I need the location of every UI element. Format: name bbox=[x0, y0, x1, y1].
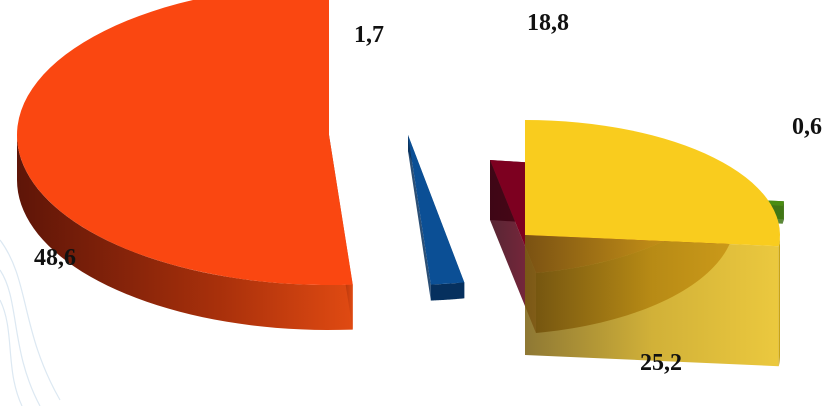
pie-slice-side bbox=[778, 235, 780, 367]
pie-slice-0 bbox=[17, 0, 353, 330]
pie-slice-4 bbox=[525, 120, 780, 367]
slice-value-label: 18,8 bbox=[527, 10, 569, 36]
pie-slice-top bbox=[17, 0, 353, 285]
pie-slice-edge bbox=[525, 235, 779, 367]
pie-slice-1 bbox=[408, 135, 465, 301]
slice-value-label: 48,6 bbox=[34, 245, 76, 271]
pie-slice-edge bbox=[408, 135, 431, 301]
pie-slice-top bbox=[525, 120, 780, 247]
slice-value-label: 25,2 bbox=[640, 350, 682, 376]
slice-value-label: 0,6 bbox=[792, 114, 822, 140]
pie-slice-top bbox=[408, 135, 465, 285]
pie-slice-side bbox=[17, 135, 353, 330]
pie-slice-side bbox=[430, 282, 465, 301]
slice-value-label: 1,7 bbox=[354, 22, 384, 48]
watermark-lines bbox=[0, 239, 61, 406]
